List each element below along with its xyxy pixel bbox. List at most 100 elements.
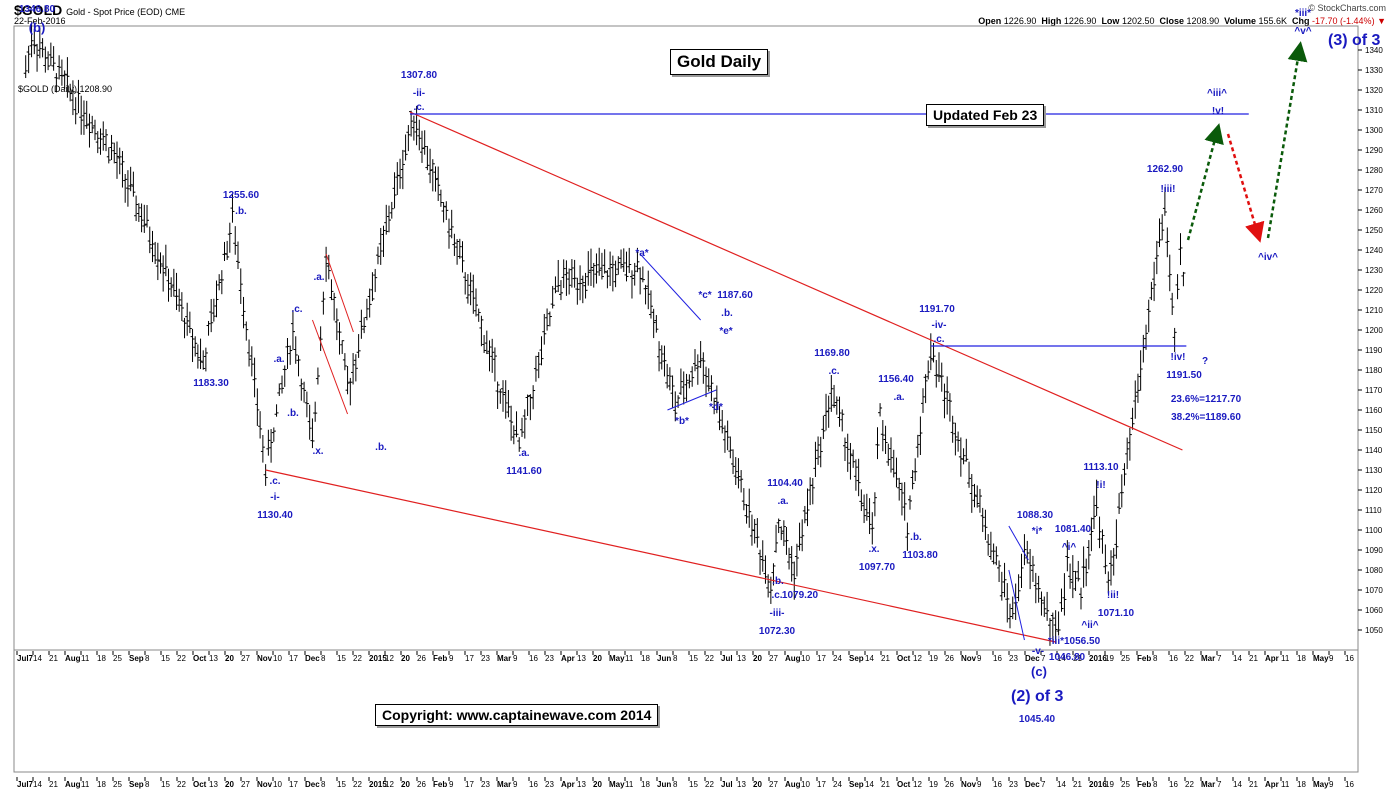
x-axis-bottom-label: Aug [65,780,81,789]
x-axis-top-label: 16 [1169,654,1178,663]
y-tick-label: 1130 [1365,466,1383,475]
local-trendline-4 [1008,525,1029,561]
x-axis-top-label: 11 [625,654,634,663]
y-tick-label: 1240 [1365,246,1383,255]
x-axis-top-label: Sep [849,654,864,663]
y-tick-label: 1080 [1365,566,1383,575]
wave-annotation: .x. [312,446,324,457]
y-tick-label: 1090 [1365,546,1383,555]
x-axis-top-label: 22 [353,654,362,663]
lower-panel [13,649,1359,773]
local-trendline-2 [639,253,701,321]
x-axis-bottom-label: 13 [737,780,746,789]
x-axis-top-label: 8 [145,654,150,663]
wave-annotation: ^i^ [1061,542,1077,553]
chart-date: 22-Feb-2016 [14,16,66,26]
x-axis-bottom-label: 23 [1009,780,1018,789]
x-axis-top-label: 13 [209,654,218,663]
x-axis-bottom-label: 23 [481,780,490,789]
x-axis-top-label: 7 [1217,654,1222,663]
x-axis-top-label: 21 [1249,654,1258,663]
x-axis-top-label: Jul7 [17,654,34,663]
wave-annotation: !iv! [1170,352,1186,363]
updated-box: Updated Feb 23 [926,104,1045,126]
x-axis-bottom-label: Dec [1025,780,1040,789]
x-axis-top-label: Jul [721,654,733,663]
x-axis-bottom-label: 16 [1345,780,1354,789]
x-axis-top-label: Nov [961,654,977,663]
wave-annotation: !i! [1096,480,1106,491]
wave-annotation: *d* [709,402,723,413]
x-axis-top-label: Aug [785,654,801,663]
projection-arrow-up-1 [1186,123,1224,241]
x-axis-bottom-label: Apr [1265,780,1279,789]
x-axis-bottom-label: Oct [193,780,207,789]
x-axis-bottom-label: 13 [577,780,586,789]
x-axis-top-label: 9 [1329,654,1334,663]
x-axis-top-label: 9 [449,654,454,663]
x-axis-bottom-label: 23 [545,780,554,789]
x-axis-top-label: 2015 [369,654,387,663]
x-axis-bottom-label: Mar [1201,780,1215,789]
x-axis-top-label: 14 [33,654,42,663]
x-axis-bottom-label: Nov [257,780,273,789]
wave-annotation: 1255.60 [222,190,260,201]
y-tick-label: 1340 [1365,46,1383,55]
local-trendline-0 [325,253,354,333]
x-axis-bottom-label: 12 [385,780,394,789]
y-tick-label: 1160 [1365,406,1383,415]
wave-annotation: 1156.40 [878,374,914,385]
wave-annotation: 1081.40 [1054,524,1092,535]
x-axis-bottom-label: 18 [641,780,650,789]
x-axis-bottom-label: 18 [97,780,106,789]
wave-annotation: .c. [269,476,281,487]
wave-annotation: (b) [28,20,46,35]
x-axis-top-label: 17 [289,654,298,663]
wave-annotation: -iii- [769,608,785,619]
wave-annotation: ^v^ [1294,26,1312,37]
x-axis-bottom-label: 20 [593,780,602,789]
wave-annotation: -i- [270,492,280,503]
y-tick-label: 1250 [1365,226,1383,235]
local-trendline-3 [667,389,717,411]
plot-frame [13,25,1359,651]
x-axis-bottom-label: 10 [273,780,282,789]
x-axis-bottom-label: Apr [561,780,575,789]
x-axis-top-label: 11 [81,654,90,663]
wave-annotation: .b. [910,532,922,543]
x-axis-top-label: Aug [65,654,81,663]
x-axis-bottom-label: Jun [657,780,671,789]
x-axis-bottom-label: 7 [1217,780,1222,789]
wave-annotation: !iii! [1160,184,1176,195]
x-axis-top-label: 16 [529,654,538,663]
x-axis-bottom-label: 20 [753,780,762,789]
x-axis-bottom-label: 15 [337,780,346,789]
x-axis-top-label: 15 [337,654,346,663]
y-tick-label: 1170 [1365,386,1383,395]
x-axis-top-label: 11 [1281,654,1290,663]
x-axis-bottom-label: 14 [865,780,874,789]
x-axis-top-label: 16 [1345,654,1354,663]
x-axis-bottom-label: 27 [241,780,250,789]
local-trendline-1 [311,319,349,415]
x-axis-top-label: Apr [561,654,575,663]
x-axis-top-label: 17 [817,654,826,663]
x-axis-bottom-label: 19 [1105,780,1114,789]
x-axis-bottom-label: Mar [497,780,511,789]
x-axis-bottom-label: 22 [353,780,362,789]
x-axis-top-label: Mar [497,654,511,663]
x-axis-bottom-label: Oct [897,780,911,789]
x-axis-top-label: 20 [593,654,602,663]
x-axis-top-label: 27 [769,654,778,663]
x-axis-top-label: 19 [929,654,938,663]
x-axis-top-label: Oct [193,654,207,663]
chart-subtitle: Gold - Spot Price (EOD) CME [66,7,186,17]
x-axis-top-label: Dec [1025,654,1040,663]
y-tick-label: 1330 [1365,66,1383,75]
x-axis-top-label: 8 [673,654,678,663]
y-tick-label: 1190 [1365,346,1383,355]
x-axis-top-label: May [1313,654,1329,663]
x-axis-bottom-label: 19 [929,780,938,789]
x-axis-bottom-label: 26 [417,780,426,789]
